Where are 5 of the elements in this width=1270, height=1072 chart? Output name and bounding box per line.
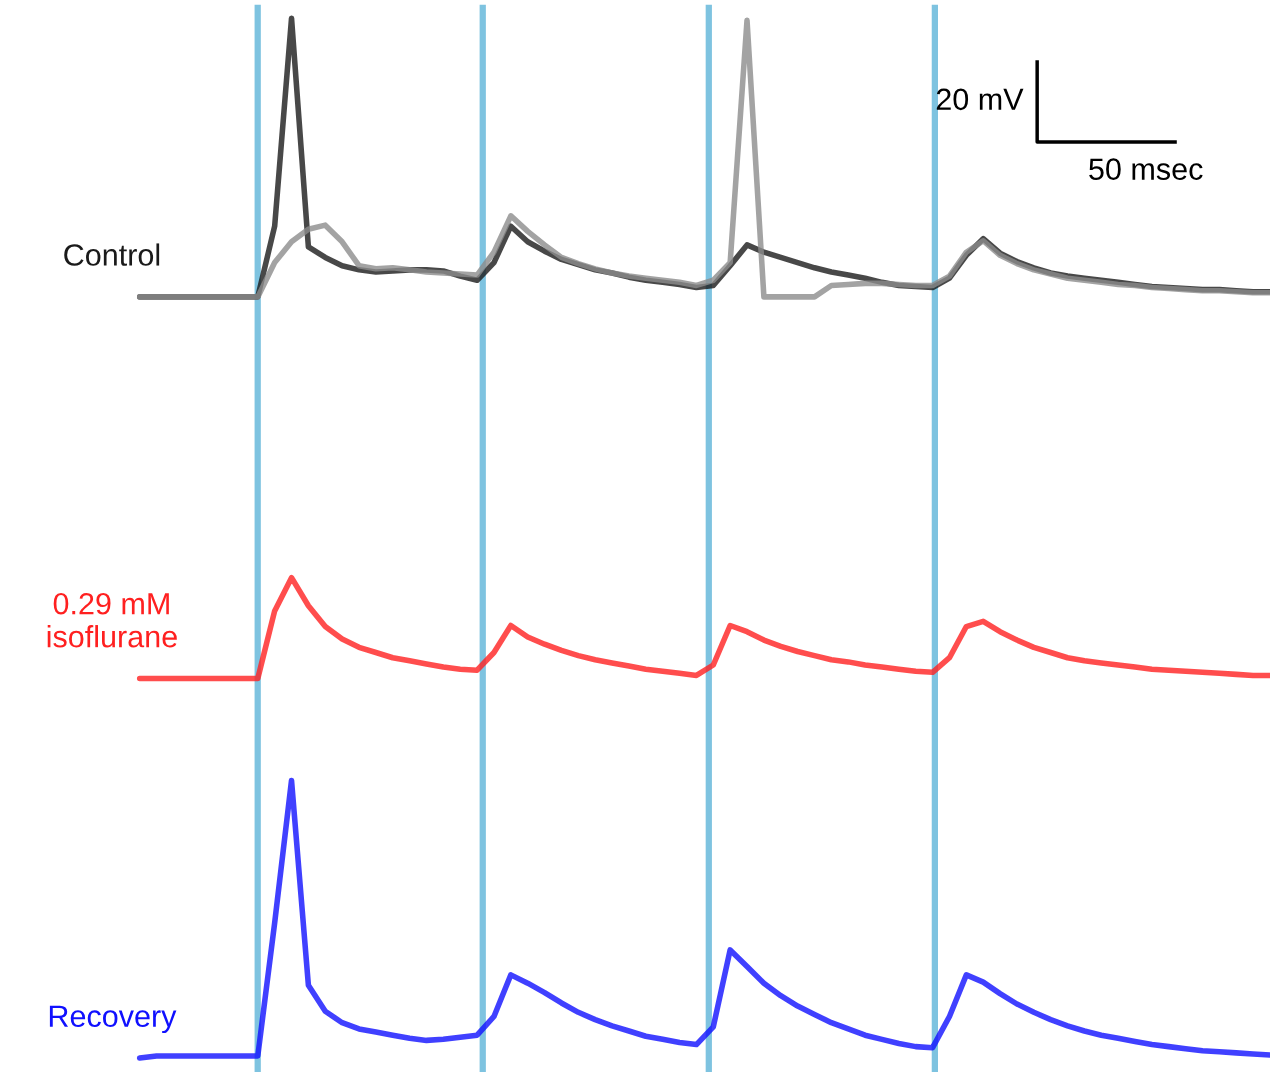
annotation: 50 msec xyxy=(1089,158,1203,181)
series-label: 0.29 mM isoflurane xyxy=(47,592,177,648)
annotation: 20 mV xyxy=(936,88,1024,111)
series-label: Recovery xyxy=(49,1005,177,1034)
series-label: Control xyxy=(64,243,160,266)
